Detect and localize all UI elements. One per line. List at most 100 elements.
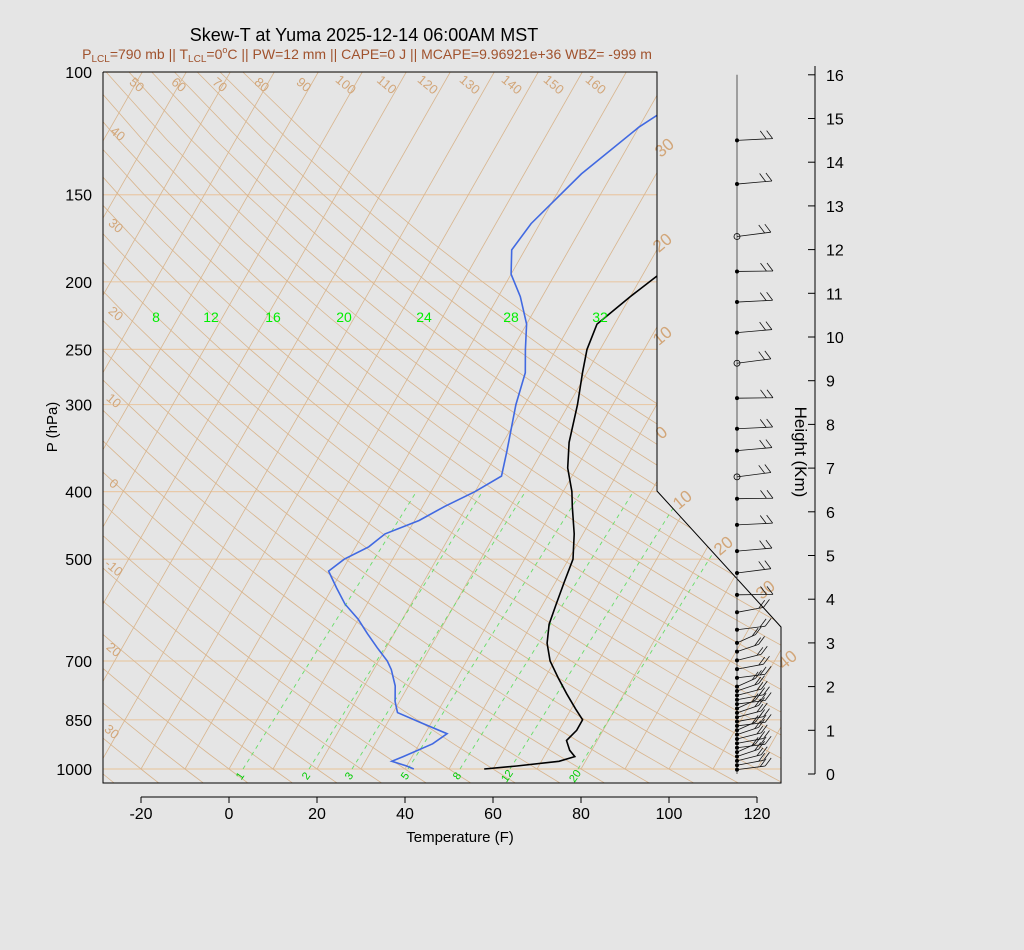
wind-barb-feather [766,490,774,499]
wind-barb [736,522,773,526]
wind-level-marker [735,182,740,187]
height-tick-label: 7 [826,461,835,478]
wind-barb-feather [764,223,772,233]
isotherm-line [889,72,1024,769]
isotherm-line [668,72,781,770]
isotherm-line [316,72,715,770]
wind-barb-feather [765,172,773,182]
wind-level-marker [735,396,740,401]
wind-level-marker [735,658,740,663]
wind-level-marker [735,649,740,654]
dry-adiabat [103,72,740,783]
wind-level-marker [735,767,740,772]
height-tick-label: 2 [826,680,835,697]
wind-barb-feather [759,292,767,301]
dry-adiabat [103,72,607,783]
wind-barb [736,299,773,303]
x-tick-label: -20 [129,806,152,823]
isotherm-label: 150 [541,72,567,97]
wind-level-marker [735,723,740,728]
wind-barb-feather [756,682,764,691]
wind-level-marker [735,640,740,645]
wind-barb-feather [759,419,767,428]
wind-level-marker [735,688,740,693]
dry-adiabat [103,72,696,783]
wind-barb [736,568,771,574]
height-tick-label: 10 [826,330,844,347]
height-tick-label: 14 [826,155,844,172]
wind-barb [736,231,771,237]
wind-barb-feather [759,321,766,331]
height-tick-label: 16 [826,68,844,85]
profiles [327,72,781,770]
degree-mark: o [222,45,227,55]
mixing-ratio-line [242,491,417,770]
wind-barb-feather [763,655,770,665]
pressure-tick-label: 250 [65,342,92,359]
pressure-tick-label: 300 [65,398,92,415]
isotherm-line [103,72,407,770]
y-axis-label: P (hPa) [44,402,61,453]
wind-barb-feather [760,724,768,734]
dry-adiabat [103,72,651,783]
dry-adiabat [103,72,161,783]
isotherm-line [272,72,671,770]
height-tick-label: 8 [826,417,835,434]
chart-subtitle: PLCL=790 mb || TLCL=0oC || PW=12 mm || C… [82,45,652,65]
wind-level-marker [735,706,740,711]
wind-level-marker [735,737,740,742]
wind-barb-feather [756,725,764,735]
isotherm-label: 140 [499,72,525,97]
wind-barb-feather [766,292,773,301]
dry-adiabat [103,72,781,783]
lcl-pressure-value: =790 mb || [110,46,180,62]
dry-adiabat [103,72,473,783]
wind-barb [736,547,772,552]
wind-level-marker [735,715,740,720]
mixing-ratio-bottom-label: 20 [567,768,584,785]
wind-barb-feather [766,586,774,595]
isotherm-line [103,72,319,770]
wind-barb-feather [766,389,774,398]
wind-barb-feather [758,752,766,762]
dry-adiabat [103,72,781,783]
wind-level-marker [735,758,740,763]
isotherm-label: 30 [102,721,123,742]
wind-barb-feather [758,719,765,728]
height-tick-label: 12 [826,243,844,260]
wind-barb-feather [754,676,762,686]
isotherm-line [977,72,1024,769]
wind-barb-feather [754,742,762,751]
isotherm-label: 40 [108,123,129,144]
x-axis: -20 0 20 40 60 80 100 120 [129,796,770,823]
pressure-tick-label: 1000 [56,762,92,779]
dry-adiabat [103,72,781,783]
pressure-tick-label: 500 [65,552,92,569]
wind-level-marker [735,522,740,527]
wind-barb-feather [764,666,772,675]
isotherm-line [103,72,187,770]
wind-barb-feather [758,636,765,645]
dry-adiabat [151,72,781,783]
x-tick-label: 100 [656,806,683,823]
isotherm-line [103,72,495,770]
pressure-tick-label: 200 [65,275,92,292]
dry-adiabat [219,72,781,783]
wind-barb-feather [766,418,773,428]
chart-title: Skew-T at Yuma 2025-12-14 06:00AM MST [190,25,539,45]
dry-adiabat [242,72,781,783]
lcl-sub-2: LCL [188,54,207,65]
wind-barb-feather [756,747,764,757]
height-tick-label: 15 [826,112,844,129]
wind-barb-feather [758,656,766,666]
isotherm-label-right: 10 [649,322,676,349]
wind-barb-feather [763,730,770,739]
x-tick-label: 60 [484,806,502,823]
isotherm-label: 0 [106,475,121,491]
isotherm-label-right: 40 [774,646,801,673]
wind-barb-feather [758,351,766,360]
isotherm-label: 110 [374,72,400,97]
wind-barb-feather [763,708,770,717]
wind-barb-feather [759,515,767,524]
